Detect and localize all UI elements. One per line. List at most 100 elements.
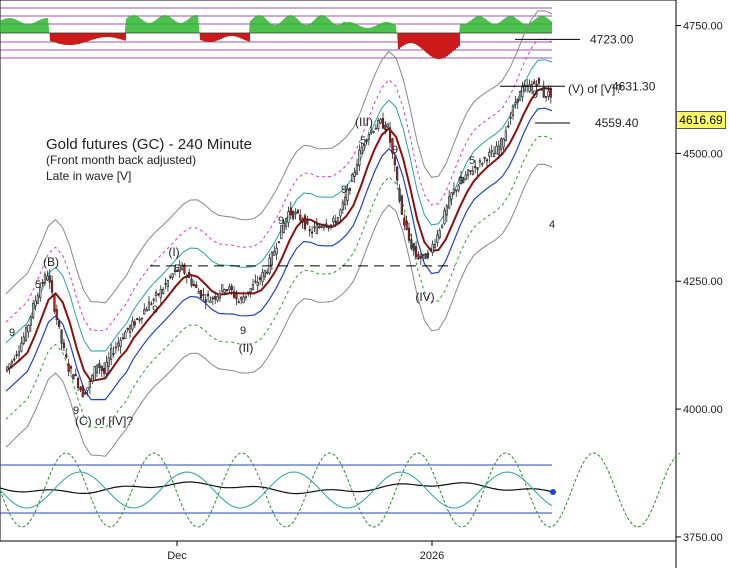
candle-up [39, 286, 42, 298]
candle-up [107, 357, 110, 367]
top-oscillator-panel [0, 7, 552, 59]
top-osc-neg-bar [240, 33, 242, 39]
top-osc-neg-bar [408, 33, 410, 44]
top-osc-area [0, 15, 552, 59]
candle-up [483, 157, 486, 159]
candle-up [511, 105, 515, 116]
candle-up [377, 119, 380, 129]
candle-up [452, 188, 455, 194]
candle-up [36, 295, 39, 304]
candle-up [249, 288, 252, 293]
wave-label: (B) [43, 255, 59, 269]
candle-up [457, 185, 460, 191]
candle-up [500, 138, 503, 150]
candle-down [303, 215, 307, 230]
candle-down [15, 354, 18, 357]
candle-down [136, 318, 139, 320]
candle-up [521, 86, 524, 98]
candle-up [8, 363, 11, 369]
candle-up [370, 129, 373, 133]
wave-label: (V) of [V]? [568, 82, 622, 96]
top-osc-neg-bar [454, 33, 456, 50]
candle-up [43, 274, 47, 283]
y-tick-label: 4250.00 [683, 276, 723, 288]
top-osc-neg-bar [204, 33, 206, 42]
count-label: 9 [152, 304, 158, 316]
candle-up [228, 286, 231, 291]
candle-up [547, 90, 550, 97]
top-osc-neg-bar [56, 33, 58, 43]
candle-down [13, 358, 16, 361]
candle-up [275, 247, 278, 255]
top-osc-neg-bar [66, 33, 68, 45]
candle-up [143, 309, 146, 315]
candle-up [497, 145, 500, 155]
top-osc-neg-bar [200, 33, 202, 40]
candle-up [372, 130, 375, 133]
candle-up [440, 224, 444, 228]
candle-down [549, 89, 552, 98]
top-osc-neg-bar [430, 33, 432, 56]
candle-up [346, 188, 349, 201]
candle-down [403, 217, 406, 226]
top-osc-neg-bar [202, 33, 204, 41]
candle-down [176, 269, 179, 272]
candle-down [62, 342, 65, 349]
top-osc-neg-bar [74, 33, 76, 45]
candle-up [240, 297, 243, 300]
top-osc-neg-bar [210, 33, 212, 42]
wave-label: (III) [355, 115, 373, 129]
candle-up [504, 130, 507, 142]
top-osc-neg-bar [96, 33, 98, 39]
candle-down [296, 210, 299, 214]
candle-down [384, 124, 387, 131]
x-tick-label: Dec [167, 550, 187, 562]
candle-down [53, 294, 56, 312]
candle-down [230, 285, 233, 291]
candle-down [398, 188, 401, 202]
candle-up [270, 252, 273, 266]
candle-up [24, 327, 28, 341]
candle-down [202, 294, 205, 296]
candle-down [102, 368, 106, 374]
candle-up [320, 226, 323, 228]
candle-down [185, 275, 188, 278]
candle-up [448, 196, 451, 209]
level-label: 4631.30 [612, 79, 656, 93]
candle-down [476, 167, 479, 170]
wave-label: (C) of [IV]? [75, 414, 133, 428]
candle-down [426, 252, 429, 258]
candle-down [301, 218, 304, 223]
candle-down [211, 297, 214, 300]
count-label: 9 [278, 215, 284, 227]
candle-up [164, 283, 167, 285]
plot-frame [0, 0, 677, 542]
top-osc-neg-bar [86, 33, 88, 42]
top-osc-neg-bar [122, 33, 124, 40]
candle-up [34, 300, 37, 307]
candle-down [67, 363, 70, 372]
top-osc-neg-bar [458, 33, 460, 47]
top-osc-neg-bar [98, 33, 100, 38]
top-osc-neg-bar [242, 33, 244, 39]
top-osc-neg-bar [106, 33, 108, 37]
chart-subtitle-1: (Front month back adjusted) [46, 153, 196, 167]
candle-up [438, 230, 441, 238]
count-label: 4 [549, 219, 555, 231]
candle-down [388, 127, 392, 143]
candle-up [284, 218, 288, 227]
x-tick-label: 2026 [420, 550, 444, 562]
count-label: 5 [174, 263, 180, 275]
candle-up [469, 170, 472, 172]
candles-layer [6, 77, 552, 398]
top-osc-neg-bar [436, 33, 438, 59]
top-osc-neg-bar [420, 33, 422, 48]
candle-up [367, 134, 370, 140]
top-osc-neg-bar [84, 33, 86, 43]
candle-down [365, 139, 368, 142]
candle-up [490, 150, 493, 153]
candle-down [544, 96, 548, 98]
candle-down [183, 264, 186, 274]
top-osc-neg-bar [446, 33, 448, 57]
